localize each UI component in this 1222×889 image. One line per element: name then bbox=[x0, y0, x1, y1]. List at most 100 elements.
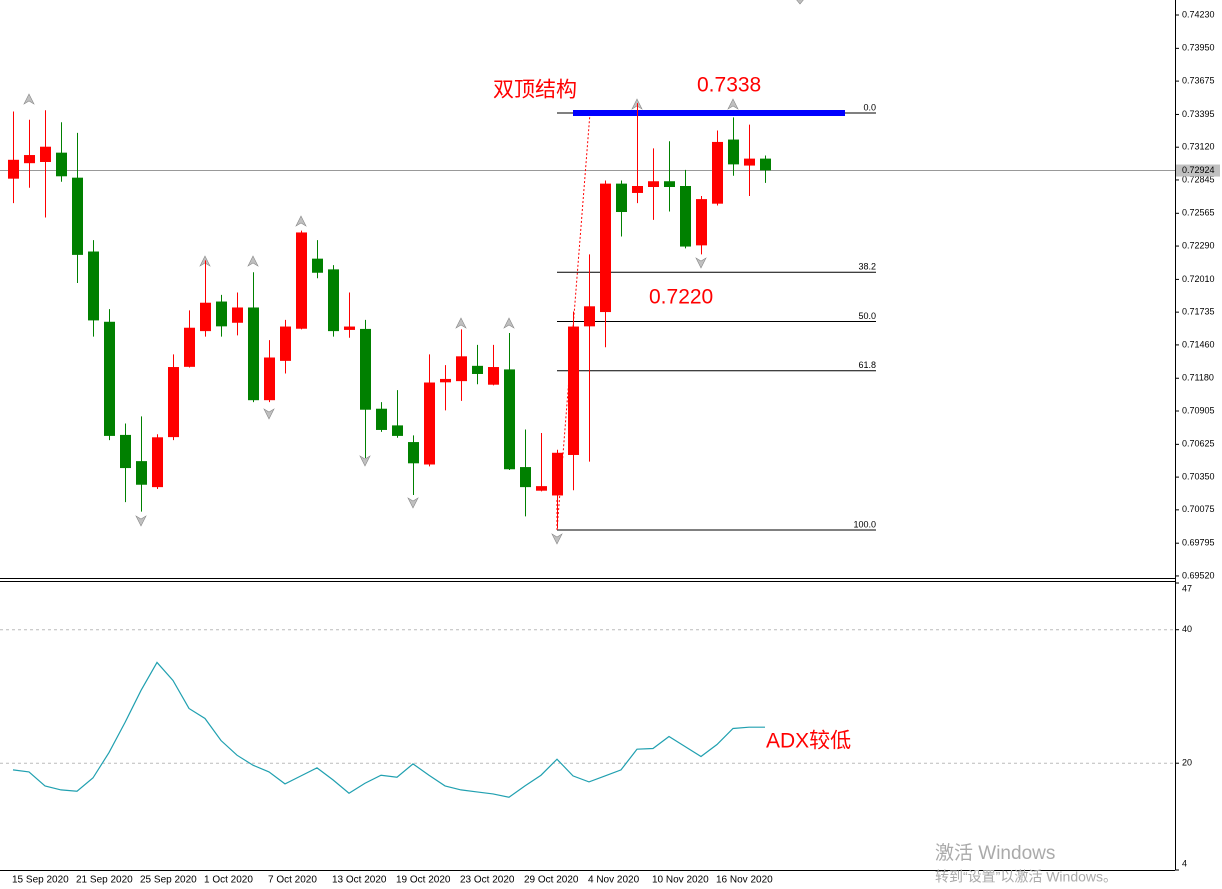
candle-body bbox=[280, 326, 291, 361]
y-tick-label: 0.72290 bbox=[1182, 240, 1215, 250]
fib-label: 61.8 bbox=[858, 360, 876, 370]
candle-body bbox=[696, 199, 707, 246]
candle-body bbox=[328, 269, 339, 332]
x-tick-label: 15 Sep 2020 bbox=[12, 875, 69, 886]
y-tick-label: 0.72845 bbox=[1182, 174, 1215, 184]
watermark: 转到“设置”以激活 Windows。 bbox=[935, 869, 1117, 885]
candle-body bbox=[200, 302, 211, 332]
y-tick-label: 0.70075 bbox=[1182, 504, 1215, 514]
annotation: 0.7338 bbox=[697, 74, 761, 97]
x-tick-label: 1 Oct 2020 bbox=[204, 875, 253, 886]
fractal-up bbox=[23, 93, 35, 105]
y-tick-label: 0.70625 bbox=[1182, 439, 1215, 449]
x-tick-label: 21 Sep 2020 bbox=[76, 875, 133, 886]
y-tick-label: 0.74230 bbox=[1182, 9, 1215, 19]
fib-label: 38.2 bbox=[858, 262, 876, 272]
candle-body bbox=[40, 146, 51, 162]
fractal-up bbox=[295, 215, 307, 227]
y-tick-label: 0.73675 bbox=[1182, 75, 1215, 85]
candle-body bbox=[568, 326, 579, 455]
annotation: 0.7220 bbox=[649, 286, 713, 309]
y-tick-label: 0.71735 bbox=[1182, 307, 1215, 317]
fractal-up bbox=[503, 317, 515, 329]
candle-body bbox=[136, 461, 147, 485]
y-tick-label: 0.73120 bbox=[1182, 142, 1215, 152]
y-tick-label: 0.73950 bbox=[1182, 43, 1215, 53]
candle-body bbox=[312, 258, 323, 273]
candle-body bbox=[24, 155, 35, 164]
x-tick-label: 16 Nov 2020 bbox=[716, 875, 773, 886]
candle-body bbox=[376, 408, 387, 430]
candle-body bbox=[440, 378, 451, 383]
y-tick-label: 0.72565 bbox=[1182, 208, 1215, 218]
y-tick-label: 0.69795 bbox=[1182, 538, 1215, 548]
fractal-up bbox=[247, 255, 259, 267]
fractal-markers bbox=[23, 0, 804, 545]
candle-body bbox=[584, 306, 595, 327]
fractal-down bbox=[359, 455, 371, 467]
annotation: 双顶结构 bbox=[493, 79, 577, 102]
candle-body bbox=[152, 437, 163, 488]
candle-body bbox=[536, 486, 547, 491]
candle-body bbox=[456, 356, 467, 382]
y-tick-label: 0.70350 bbox=[1182, 471, 1215, 481]
y-tick-label: 0.69520 bbox=[1182, 570, 1215, 580]
candle-body bbox=[184, 327, 195, 367]
candle-body bbox=[552, 452, 563, 496]
y-tick-label: 0.70905 bbox=[1182, 405, 1215, 415]
fractal-up bbox=[455, 317, 467, 329]
candle-body bbox=[520, 467, 531, 488]
fractal-down bbox=[551, 533, 563, 545]
x-tick-label: 19 Oct 2020 bbox=[396, 875, 451, 886]
x-tick-label: 10 Nov 2020 bbox=[652, 875, 709, 886]
y-tick-label: 0.73395 bbox=[1182, 109, 1215, 119]
candle-body bbox=[168, 367, 179, 438]
adx-y-tick-label: 20 bbox=[1182, 758, 1192, 768]
watermark: 激活 Windows bbox=[935, 842, 1055, 864]
candle-body bbox=[408, 442, 419, 464]
candle-body bbox=[504, 369, 515, 470]
candle-body bbox=[664, 181, 675, 188]
fib-label: 100.0 bbox=[853, 519, 876, 529]
candle-body bbox=[72, 177, 83, 255]
y-tick-label: 0.71180 bbox=[1182, 373, 1214, 383]
candle-body bbox=[632, 186, 643, 193]
candle-body bbox=[344, 326, 355, 330]
fractal-up bbox=[796, 0, 804, 5]
candle-body bbox=[472, 365, 483, 374]
candle-body bbox=[728, 139, 739, 165]
candle-body bbox=[264, 357, 275, 401]
x-tick-label: 29 Oct 2020 bbox=[524, 875, 579, 886]
adx-y-tick-label: 4 bbox=[1182, 858, 1187, 868]
fractal-down bbox=[695, 257, 707, 269]
candle-body bbox=[216, 301, 227, 327]
fractal-down bbox=[407, 497, 419, 509]
candle-body bbox=[104, 321, 115, 436]
x-tick-label: 13 Oct 2020 bbox=[332, 875, 387, 886]
candle-body bbox=[56, 152, 67, 177]
candle-body bbox=[648, 181, 659, 188]
current-price-box bbox=[1176, 164, 1220, 177]
annotation: ADX较低 bbox=[766, 730, 851, 753]
candle-body bbox=[600, 183, 611, 313]
x-tick-label: 25 Sep 2020 bbox=[140, 875, 197, 886]
y-tick-label: 0.71460 bbox=[1182, 339, 1215, 349]
candle-body bbox=[680, 186, 691, 247]
adx-y-tick-label: 47 bbox=[1182, 583, 1192, 593]
fib-label: 0.0 bbox=[863, 102, 876, 112]
y-tick-label: 0.72010 bbox=[1182, 274, 1215, 284]
candle-body bbox=[88, 251, 99, 321]
candle-body bbox=[296, 232, 307, 329]
fib-label: 50.0 bbox=[858, 311, 876, 321]
candle-body bbox=[248, 307, 259, 401]
candle-body bbox=[760, 158, 771, 171]
candle-body bbox=[424, 382, 435, 465]
candle-body bbox=[8, 159, 19, 179]
current-price-label: 0.72924 bbox=[1182, 165, 1215, 175]
candle-body bbox=[392, 425, 403, 436]
x-tick-label: 23 Oct 2020 bbox=[460, 875, 515, 886]
adx-line bbox=[12, 661, 765, 798]
candle-body bbox=[488, 367, 499, 385]
x-tick-label: 4 Nov 2020 bbox=[588, 875, 640, 886]
